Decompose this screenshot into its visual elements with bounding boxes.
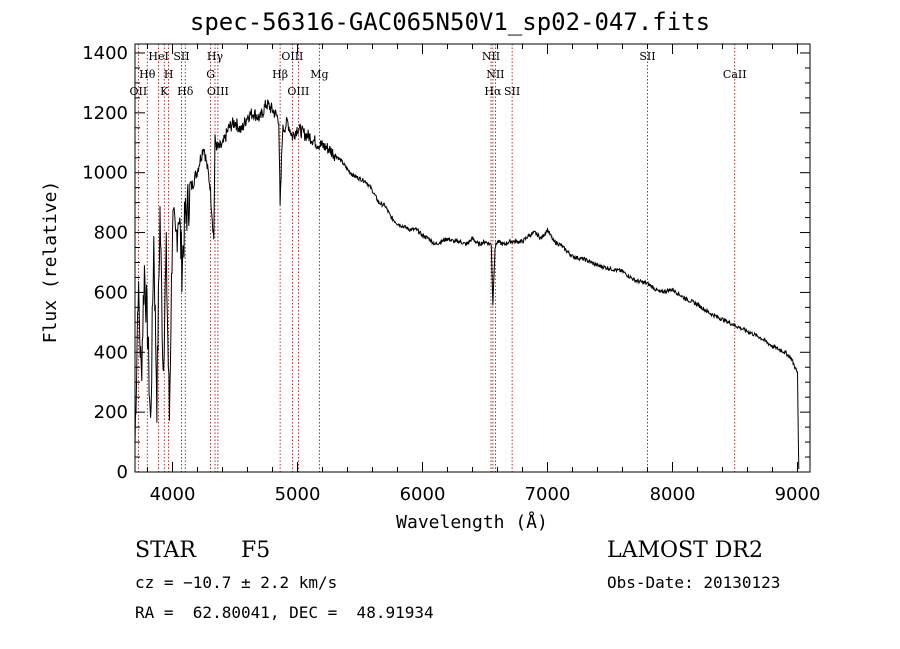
y-tick-label-1200: 1200 (82, 103, 128, 124)
x-tick-label-7000: 7000 (525, 484, 571, 505)
line-label-18: SII (639, 50, 655, 63)
spectral-line-labels: OIIHθHeIKHSIIHδHγGOIIIHβOIIIOIIIMgNIINII… (130, 50, 747, 98)
line-label-12: OIII (287, 85, 309, 98)
line-label-9: OIII (207, 85, 229, 98)
x-tick-label-5000: 5000 (275, 484, 321, 505)
line-label-1: Hθ (139, 68, 156, 81)
spectral-line-markers (137, 44, 736, 472)
y-tick-label-0: 0 (117, 462, 128, 483)
line-label-19: CaII (723, 68, 747, 81)
y-tick-label-200: 200 (94, 402, 128, 423)
line-label-8: G (206, 68, 215, 81)
line-label-16: Hα (484, 85, 502, 98)
line-label-15: NII (486, 68, 504, 81)
line-label-6: Hδ (177, 85, 194, 98)
line-label-13: Mg (310, 68, 328, 81)
line-label-3: K (160, 85, 169, 98)
line-label-14: NII (482, 50, 500, 63)
line-label-2: HeI (148, 50, 168, 63)
line-label-4: H (164, 68, 174, 81)
x-tick-label-9000: 9000 (775, 484, 821, 505)
line-label-11: OIII (281, 50, 303, 63)
y-tick-label-800: 800 (94, 223, 128, 244)
y-tick-label-400: 400 (94, 342, 128, 363)
y-tick-label-1400: 1400 (82, 43, 128, 64)
x-tick-label-4000: 4000 (150, 484, 196, 505)
spectrum-series (134, 99, 800, 470)
plot-frame (134, 43, 811, 473)
observation-date: Obs-Date: 20130123 (607, 573, 781, 592)
x-axis-label: Wavelength (Å) (396, 511, 548, 533)
survey-name: LAMOST DR2 (607, 538, 763, 563)
chart-title: spec-56316-GAC065N50V1_sp02-047.fits (189, 8, 711, 36)
y-tick-label-1000: 1000 (82, 163, 128, 184)
y-axis-label: Flux (relative) (40, 181, 61, 344)
sky-coordinates: RA = 62.80041, DEC = 48.91934 (135, 603, 434, 622)
spectrum-line-0 (134, 99, 800, 470)
line-label-10: Hβ (272, 68, 288, 81)
plot-axes (134, 43, 811, 473)
object-subclass: F5 (241, 538, 271, 563)
x-tick-label-6000: 6000 (400, 484, 446, 505)
line-label-0: OII (130, 85, 148, 98)
object-class: STAR (135, 538, 196, 563)
x-tick-label-8000: 8000 (650, 484, 696, 505)
line-label-17: SII (504, 85, 520, 98)
y-tick-label-600: 600 (94, 282, 128, 303)
tick-labels: 4000 5000 6000 7000 8000 9000 0 200 400 600 800 100… (82, 43, 820, 505)
line-label-7: Hγ (207, 50, 224, 63)
redshift-readout: cz = −10.7 ± 2.2 km/s (135, 573, 338, 592)
line-label-5: SII (173, 50, 189, 63)
